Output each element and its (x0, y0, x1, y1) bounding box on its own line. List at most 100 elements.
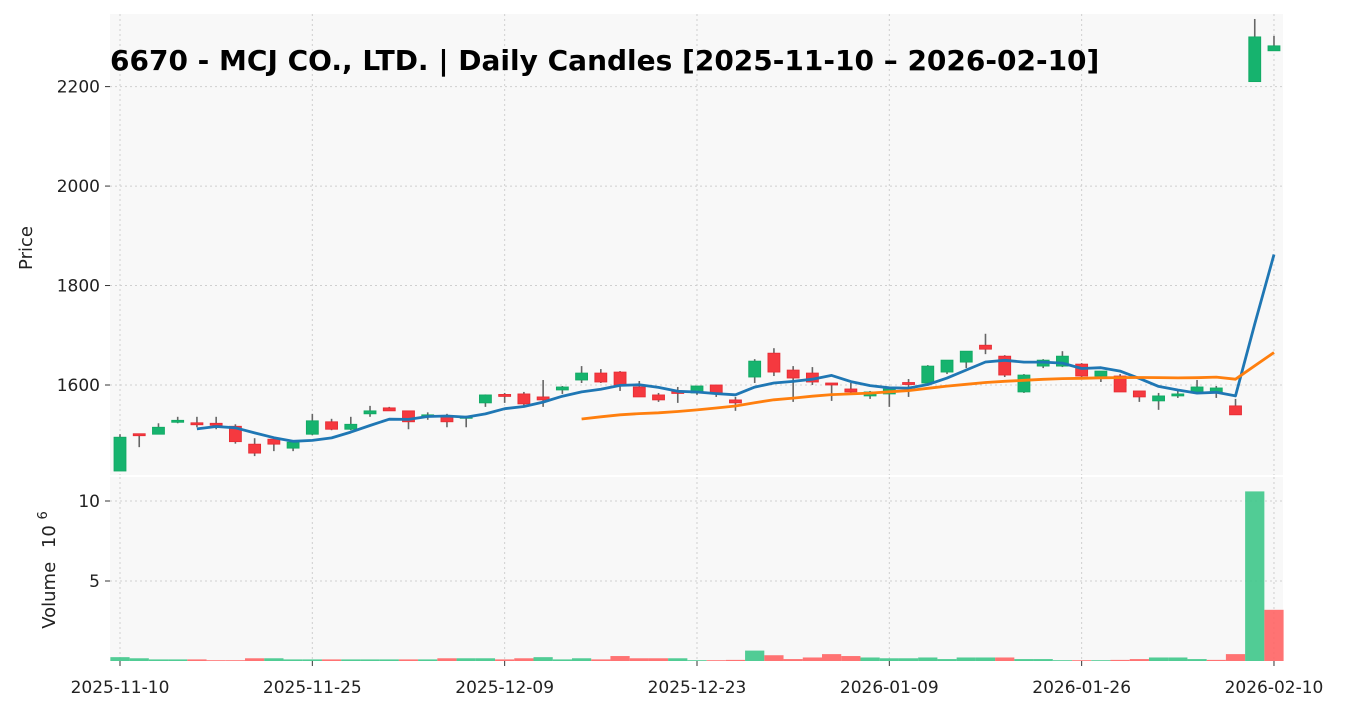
candle-body (1248, 36, 1262, 83)
candle-body (1152, 395, 1165, 402)
volume-bar (725, 659, 746, 661)
x-tick-label: 2025-12-09 (455, 678, 554, 698)
volume-bar (591, 659, 611, 661)
candle (517, 391, 531, 406)
x-tick-label: 2025-11-10 (71, 678, 170, 698)
ma5-line (196, 254, 1276, 443)
ma25-line (581, 351, 1275, 421)
moving-averages (196, 254, 1276, 443)
y-tick-label: 2000 (57, 177, 100, 197)
x-tick-label: 2025-11-25 (263, 678, 362, 698)
candle (729, 396, 742, 411)
candle-body (113, 436, 127, 472)
candle (786, 366, 800, 402)
candle (305, 413, 319, 436)
candle (959, 350, 973, 369)
volume-bar (1187, 659, 1207, 661)
candle (248, 438, 262, 457)
volume-bar (1072, 660, 1092, 661)
volume-bar (1206, 659, 1226, 661)
candle-body (786, 369, 800, 379)
volume-bar (1168, 657, 1188, 661)
candle-body (1075, 363, 1089, 377)
volume-bar (533, 657, 553, 661)
candle (652, 392, 665, 402)
candle-body (305, 420, 319, 435)
candle-body (228, 425, 242, 443)
candle-body (363, 410, 377, 415)
volume-bar (860, 657, 880, 661)
candle (998, 355, 1012, 378)
volume-bar (1129, 659, 1149, 661)
volume-bar (764, 655, 784, 661)
volume-bar (245, 658, 265, 661)
candle-body (844, 388, 858, 393)
y-tick-label: 2200 (57, 78, 100, 98)
candle-body (1113, 375, 1127, 393)
volume-bar (110, 657, 130, 661)
volume-bar (1110, 659, 1130, 661)
candle-body (152, 426, 165, 435)
candle (132, 433, 146, 448)
candle (1132, 390, 1146, 402)
candle (979, 333, 992, 355)
grid-lines (110, 14, 1283, 661)
candle (267, 437, 281, 452)
candle (1075, 363, 1089, 378)
candle (1152, 392, 1165, 410)
volume-bar (187, 659, 207, 661)
volume-bar (745, 650, 765, 661)
candle (171, 416, 185, 424)
volume-bar (475, 658, 496, 661)
candle-body (940, 359, 954, 373)
volume-bar (648, 658, 669, 661)
volume-bar (1245, 491, 1265, 661)
candle-body (1017, 374, 1031, 393)
candle (748, 359, 762, 383)
volume-bar (956, 657, 976, 661)
volume-bar (379, 659, 399, 661)
volume-bar (1033, 659, 1053, 661)
candle-body (729, 399, 742, 404)
volume-bar (937, 659, 957, 661)
volume-bar (437, 658, 457, 661)
candle-body (613, 371, 627, 386)
volume-tick-label: 10 (78, 492, 100, 512)
volume-bar (841, 656, 861, 661)
volume-bar (552, 659, 572, 661)
volume-bar (918, 657, 938, 661)
candle-body (1171, 393, 1185, 397)
candle (498, 392, 512, 403)
candle-body (190, 422, 204, 426)
volume-bar (225, 660, 246, 661)
volume-bar (456, 658, 476, 661)
volume-bar (571, 658, 592, 661)
candle (575, 366, 588, 383)
candle (190, 416, 204, 428)
volume-exponent-base: 10 (39, 525, 60, 548)
volume-bar (148, 659, 169, 661)
candle-body (652, 394, 665, 401)
candle (1113, 374, 1127, 393)
candle (1017, 374, 1031, 393)
candle-body (594, 372, 608, 383)
svg-text:Volume 10 6: Volume 10 6 (36, 511, 60, 629)
volume-bar (783, 659, 803, 661)
candle-body (1267, 45, 1281, 52)
volume-bar (129, 658, 149, 661)
candle (113, 434, 127, 472)
volume-bar (822, 654, 842, 661)
volume-bar (898, 658, 919, 661)
x-tick-label: 2026-01-09 (840, 678, 939, 698)
candle-body (536, 396, 550, 401)
volume-bar (495, 659, 515, 661)
candle (940, 359, 954, 375)
candle-body (1094, 370, 1108, 377)
volume-bar (206, 660, 226, 661)
candle (555, 385, 569, 394)
volume-bars (110, 491, 1284, 661)
candle-body (825, 382, 839, 386)
chart-title: 6670 - MCJ CO., LTD. | Daily Candles [20… (110, 44, 1099, 77)
candle-body (979, 344, 992, 350)
